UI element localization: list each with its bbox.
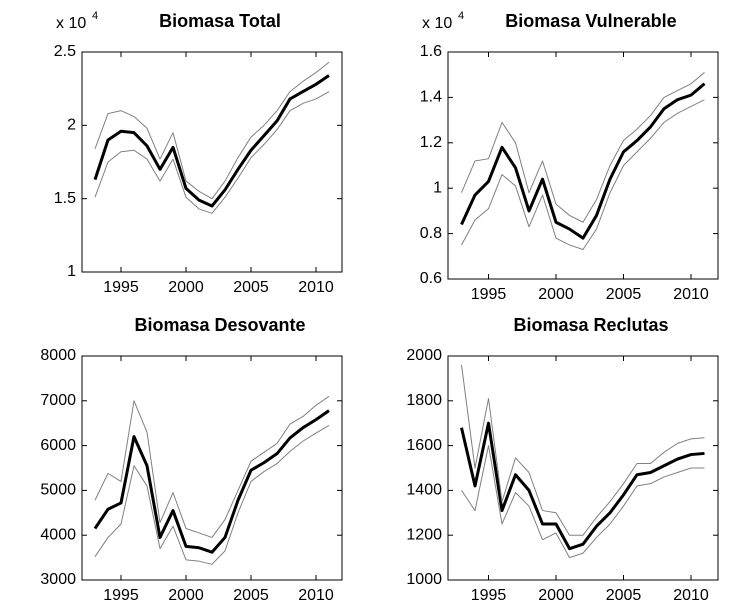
y-tick-label: 8000 bbox=[40, 347, 76, 364]
x-tick-label: 2000 bbox=[168, 587, 204, 604]
x-tick-label: 2005 bbox=[606, 286, 642, 303]
y-tick-label: 1.2 bbox=[420, 134, 442, 151]
chart-title: Biomasa Reclutas bbox=[513, 315, 668, 335]
x-tick-label: 2010 bbox=[673, 587, 709, 604]
y-tick-label: 1.6 bbox=[420, 43, 442, 60]
y-tick-label: 6000 bbox=[40, 437, 76, 454]
subplot: Biomasa Reclutas 1000 1200 1400 1600 1800 2000… bbox=[406, 315, 719, 604]
axes-box bbox=[447, 355, 719, 581]
y-multiplier-exponent: 4 bbox=[92, 10, 98, 22]
axes-box bbox=[447, 51, 719, 280]
x-tick-label: 2000 bbox=[168, 279, 204, 296]
series-line bbox=[93, 74, 330, 208]
series-line bbox=[94, 61, 330, 200]
y-tick-label: 2.5 bbox=[54, 43, 76, 60]
x-tick-label: 2005 bbox=[233, 587, 269, 604]
y-multiplier-exponent: 4 bbox=[458, 10, 464, 22]
x-tick-label: 2010 bbox=[298, 279, 334, 296]
series-line bbox=[94, 425, 330, 565]
x-tick-label: 1995 bbox=[103, 587, 139, 604]
y-tick-label: 1600 bbox=[406, 437, 442, 454]
x-tick-label: 2005 bbox=[606, 587, 642, 604]
y-tick-label: 7000 bbox=[40, 392, 76, 409]
x-tick-label: 1995 bbox=[103, 279, 139, 296]
series-line bbox=[461, 364, 705, 536]
chart-title: Biomasa Vulnerable bbox=[505, 11, 676, 31]
x-tick-label: 2000 bbox=[538, 286, 574, 303]
y-tick-label: 1000 bbox=[406, 571, 442, 588]
axes-box bbox=[81, 355, 343, 581]
y-multiplier: x 10 bbox=[56, 15, 86, 32]
y-tick-label: 1800 bbox=[406, 392, 442, 409]
subplot: Biomasa Vulnerable x 10 4 0.6 0.8 1 1.2 1.4 1.6 1… bbox=[420, 10, 719, 303]
y-tick-label: 0.8 bbox=[420, 225, 442, 242]
x-tick-label: 2010 bbox=[298, 587, 334, 604]
y-tick-label: 2 bbox=[67, 117, 76, 134]
series-line bbox=[93, 409, 330, 554]
x-tick-label: 1995 bbox=[471, 587, 507, 604]
series-line bbox=[94, 395, 330, 538]
y-tick-label: 5000 bbox=[40, 482, 76, 499]
subplot: Biomasa Desovante 3000 4000 5000 6000 7000 800… bbox=[40, 315, 343, 604]
y-tick-label: 2000 bbox=[406, 347, 442, 364]
y-tick-label: 1200 bbox=[406, 526, 442, 543]
y-tick-label: 1 bbox=[67, 263, 76, 280]
y-tick-label: 3000 bbox=[40, 571, 76, 588]
x-tick-label: 2000 bbox=[538, 587, 574, 604]
y-multiplier: x 10 bbox=[422, 15, 452, 32]
subplot: Biomasa Total x 10 4 1 1.5 2 2.5 1995 2000 2005 20… bbox=[54, 10, 343, 296]
chart-title: Biomasa Total bbox=[159, 11, 281, 31]
y-tick-label: 1.4 bbox=[420, 89, 442, 106]
x-tick-label: 1995 bbox=[471, 286, 507, 303]
y-tick-label: 1 bbox=[433, 179, 442, 196]
series-line bbox=[460, 421, 705, 551]
y-tick-label: 0.6 bbox=[420, 270, 442, 287]
chart-title: Biomasa Desovante bbox=[134, 315, 305, 335]
x-tick-label: 2010 bbox=[673, 286, 709, 303]
series-line bbox=[94, 91, 330, 214]
series-line bbox=[461, 445, 705, 559]
series-line bbox=[460, 82, 706, 240]
y-tick-label: 4000 bbox=[40, 526, 76, 543]
y-tick-label: 1400 bbox=[406, 482, 442, 499]
x-tick-label: 2005 bbox=[233, 279, 269, 296]
y-tick-label: 1.5 bbox=[54, 190, 76, 207]
series-line bbox=[461, 99, 705, 250]
series-line bbox=[461, 72, 705, 223]
axes-box bbox=[81, 51, 343, 273]
